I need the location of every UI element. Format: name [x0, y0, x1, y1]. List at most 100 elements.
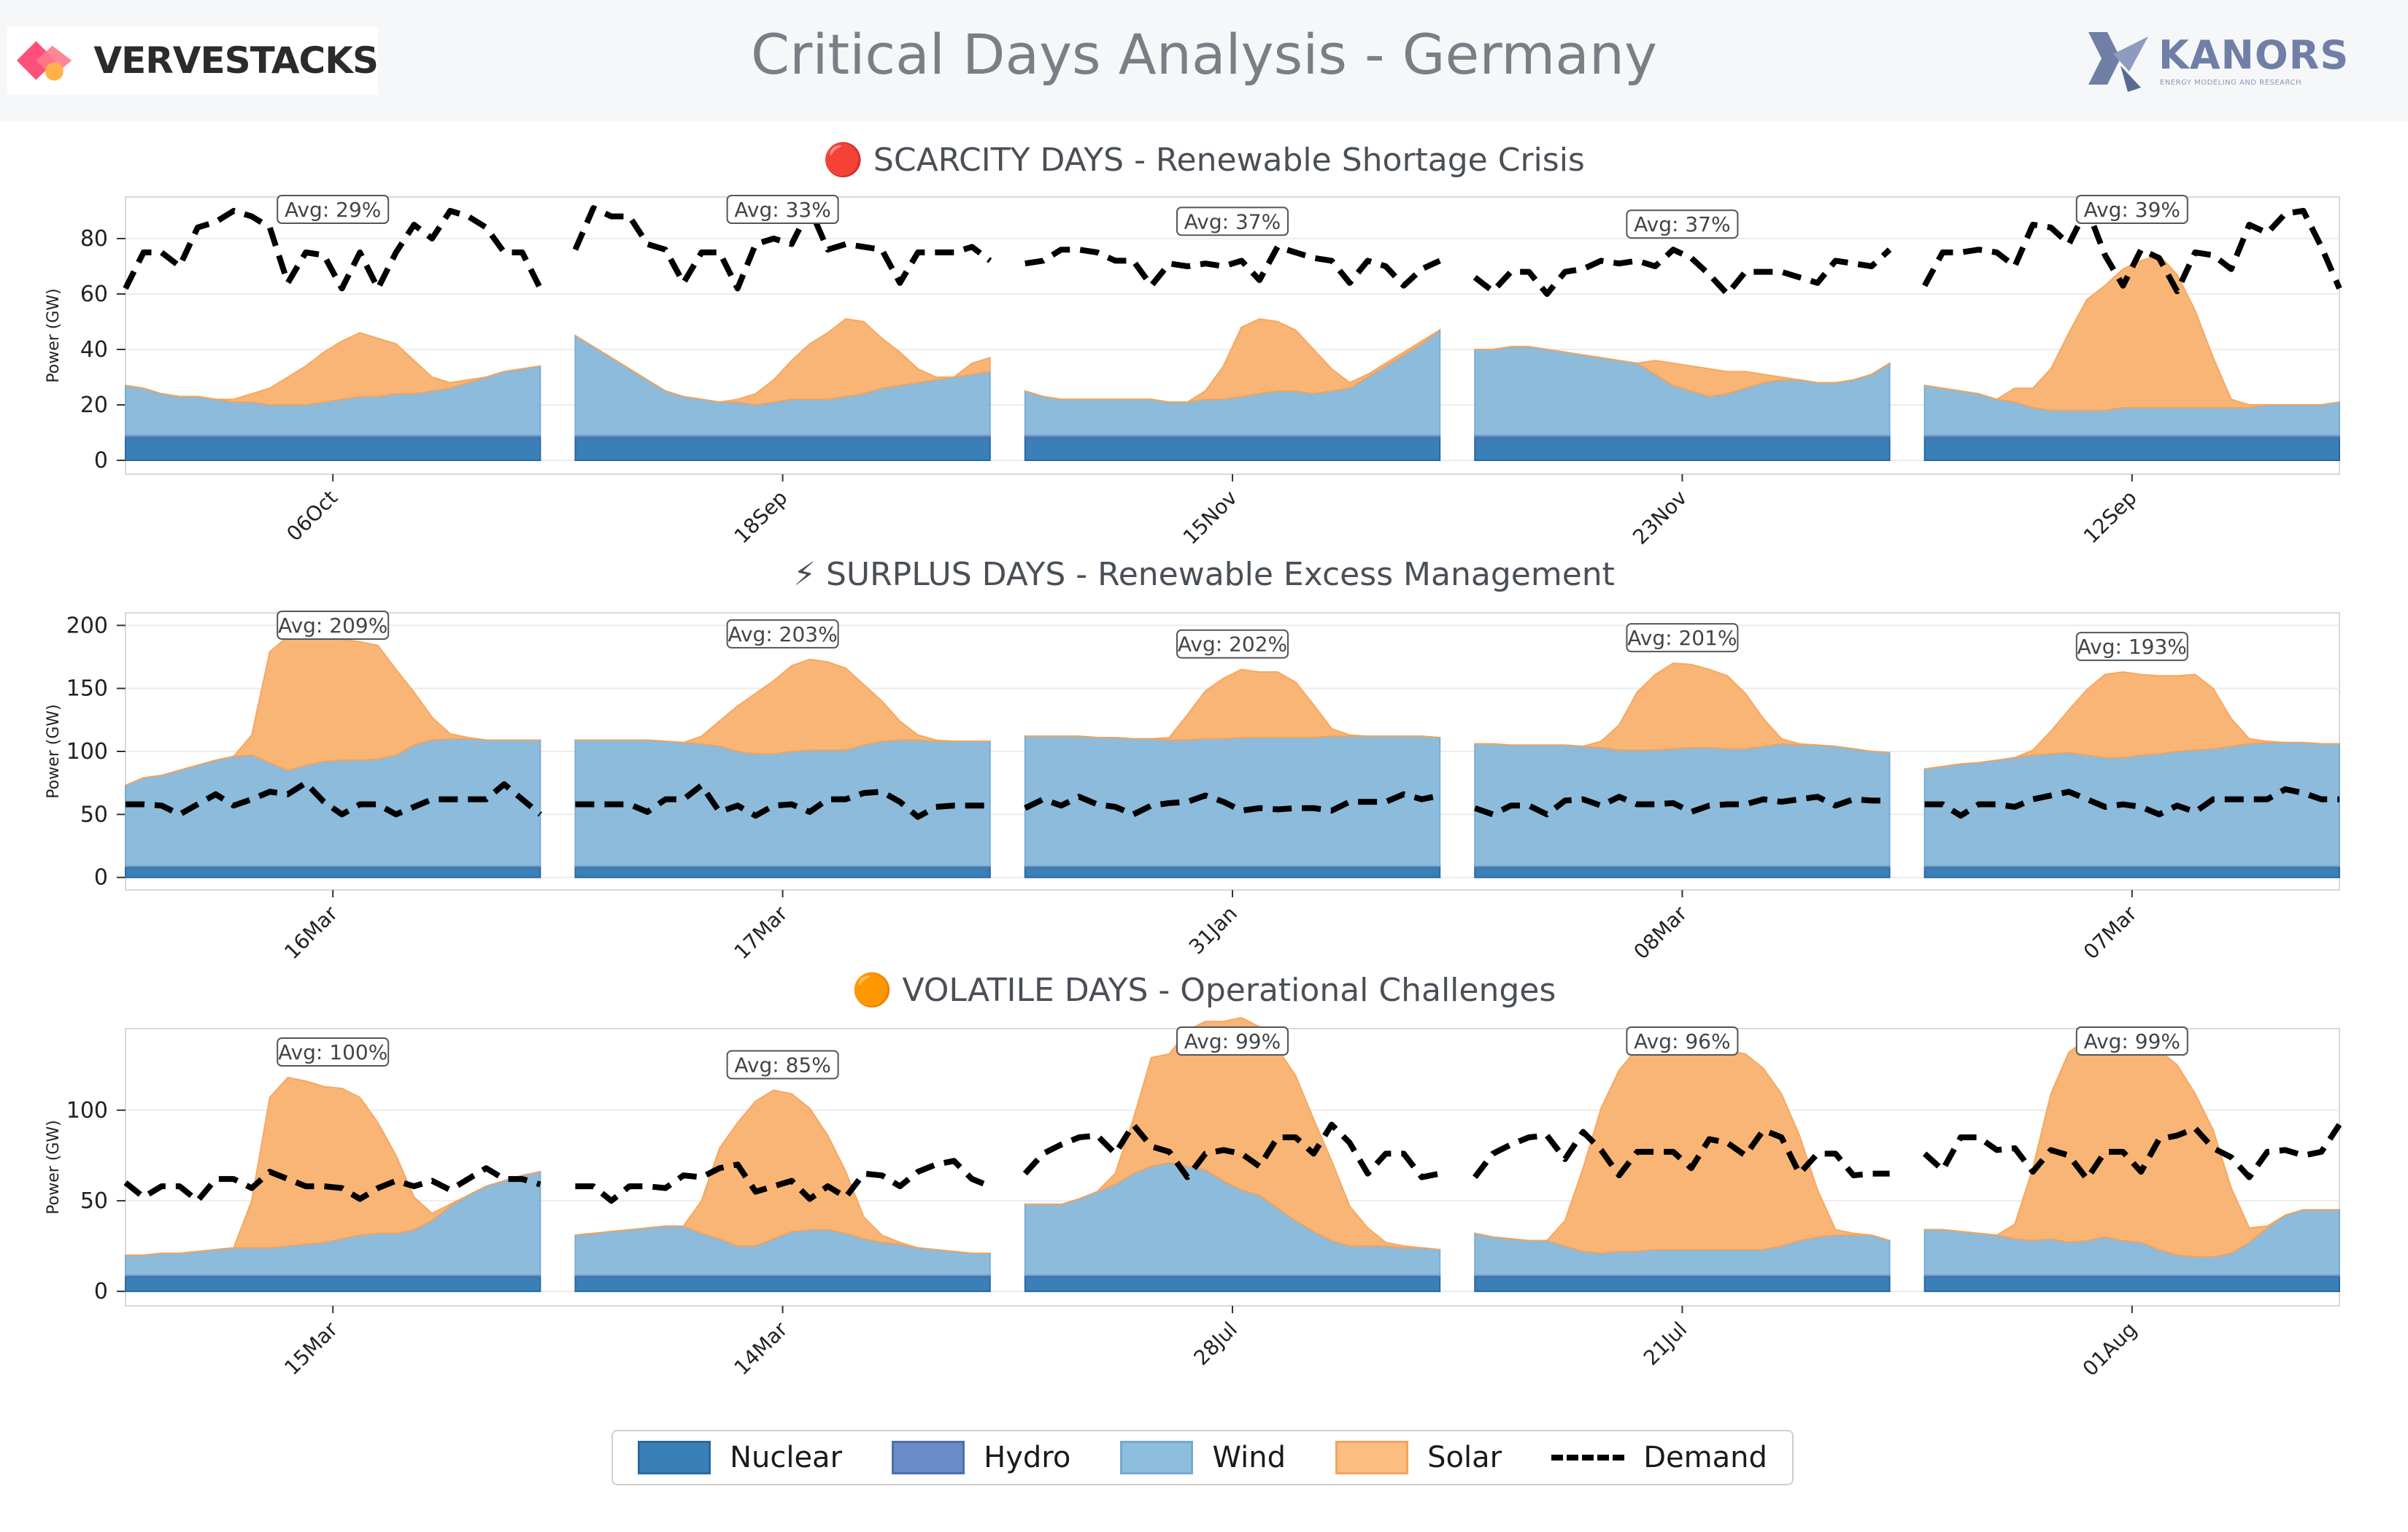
avg-badge — [1176, 629, 1289, 659]
day-18Sep: Avg: 33% 18Sep — [572, 195, 992, 549]
nuclear-area — [1474, 866, 1891, 878]
brand-right-subtitle: ENERGY MODELING AND RESEARCH — [2160, 79, 2301, 87]
avg-badge — [726, 619, 839, 649]
y-tick-label: 80 — [80, 226, 108, 252]
legend-label-solar: Solar — [1427, 1441, 1502, 1474]
solar-area — [575, 1089, 990, 1254]
legend-label-hydro: Hydro — [984, 1441, 1071, 1474]
avg-label: Avg: 203% — [728, 622, 837, 646]
y-axis-label: Power (GW) — [45, 288, 63, 382]
critical-days-chart: 🔴 SCARCITY DAYS - Renewable Shortage Cri… — [45, 142, 2342, 1381]
avg-badge — [1626, 209, 1739, 239]
avg-badge — [726, 1050, 839, 1080]
nuclear-area — [1923, 1276, 2341, 1293]
x-tick-label: 12Sep — [2079, 486, 2142, 549]
x-tick-label: 08Mar — [1629, 901, 1691, 964]
avg-badge — [1626, 1026, 1739, 1056]
avg-label: Avg: 85% — [734, 1053, 830, 1077]
legend-swatch-nuclear — [638, 1441, 711, 1474]
solar-area — [1024, 318, 1440, 403]
demand-line — [1022, 1121, 1440, 1180]
nuclear-area — [1024, 1276, 1441, 1293]
x-tick-label: 06Oct — [282, 486, 342, 546]
chart-legend: Nuclear Hydro Wind Solar Demand — [611, 1430, 1794, 1485]
avg-badge — [277, 1037, 390, 1067]
nuclear-area — [1024, 866, 1441, 878]
y-tick-label: 0 — [94, 865, 108, 891]
y-tick-label: 0 — [94, 1279, 108, 1304]
legend-swatch-solar — [1335, 1441, 1409, 1474]
demand-line — [575, 782, 990, 820]
demand-line — [123, 1165, 541, 1204]
y-tick-label: 40 — [80, 337, 108, 363]
legend-swatch-hydro — [892, 1441, 965, 1474]
avg-label: Avg: 99% — [1184, 1029, 1281, 1053]
day-14Mar: Avg: 85% 14Mar — [574, 1050, 992, 1380]
solar-area — [1475, 346, 1891, 398]
avg-badge — [277, 195, 390, 224]
y-tick-label: 20 — [80, 392, 108, 418]
avg-label: Avg: 33% — [734, 198, 830, 222]
day-01Aug: Avg: 99% 01Aug — [1922, 1026, 2342, 1381]
nuclear-area — [125, 1276, 541, 1293]
x-tick-label: 14Mar — [730, 1317, 792, 1380]
avg-badge — [277, 611, 390, 640]
nuclear-area — [1024, 437, 1441, 462]
demand-line — [126, 780, 542, 818]
panel-title: ⚡ SURPLUS DAYS - Renewable Excess Manage… — [793, 556, 1615, 593]
day-15Mar: Avg: 100% 15Mar — [123, 1037, 541, 1380]
avg-label: Avg: 37% — [1634, 212, 1730, 236]
page-header: VERVESTACKS Critical Days Analysis - Ger… — [0, 0, 2408, 121]
avg-label: Avg: 29% — [285, 198, 381, 222]
day-07Mar: Avg: 193% 07Mar — [1923, 632, 2341, 964]
avg-badge — [1176, 206, 1289, 236]
avg-badge — [1626, 623, 1739, 653]
x-tick-label: 01Aug — [2078, 1318, 2142, 1381]
nuclear-area — [574, 1276, 991, 1293]
avg-label: Avg: 37% — [1184, 209, 1281, 233]
vervestacks-logo-icon — [16, 41, 72, 81]
x-tick-label: 21Jul — [1639, 1318, 1691, 1370]
kanors-logo-icon — [2088, 32, 2148, 92]
x-tick-label: 15Mar — [279, 1317, 342, 1380]
nuclear-area — [574, 437, 991, 462]
solar-area — [1924, 1034, 2339, 1258]
demand-line — [1024, 791, 1441, 818]
demand-line — [1922, 205, 2342, 295]
nuclear-area — [125, 437, 541, 462]
nuclear-area — [574, 866, 991, 878]
demand-line — [1922, 1123, 2342, 1183]
x-tick-label: 16Mar — [279, 901, 342, 964]
legend-line-demand — [1551, 1455, 1625, 1461]
demand-line — [575, 1158, 992, 1204]
solar-area — [125, 627, 541, 786]
y-axis-label: Power (GW) — [45, 1120, 63, 1214]
x-tick-label: 15Nov — [1178, 486, 1242, 549]
avg-badge — [2075, 632, 2188, 662]
avg-label: Avg: 39% — [2084, 198, 2180, 222]
avg-label: Avg: 99% — [2084, 1029, 2180, 1053]
day-23Nov: Avg: 37% 23Nov — [1473, 209, 1892, 549]
legend-label-nuclear: Nuclear — [730, 1441, 843, 1474]
y-tick-label: 100 — [66, 739, 108, 765]
avg-badge — [2075, 1026, 2188, 1056]
y-tick-label: 60 — [80, 282, 108, 307]
y-tick-label: 0 — [94, 448, 108, 473]
legend-item-solar: Solar — [1335, 1441, 1502, 1474]
solar-area — [1924, 671, 2339, 770]
avg-badge — [2075, 195, 2188, 224]
x-tick-label: 07Mar — [2079, 901, 2142, 964]
legend-label-wind: Wind — [1212, 1441, 1286, 1474]
legend-item-nuclear: Nuclear — [638, 1441, 842, 1474]
y-tick-label: 100 — [66, 1098, 108, 1123]
panel-title: 🔴 SCARCITY DAYS - Renewable Shortage Cri… — [823, 142, 1585, 179]
legend-item-wind: Wind — [1120, 1441, 1286, 1474]
avg-label: Avg: 202% — [1178, 632, 1287, 657]
avg-label: Avg: 209% — [278, 614, 387, 638]
nuclear-area — [1474, 437, 1891, 462]
nuclear-area — [1923, 866, 2341, 878]
brand-left-text: VERVESTACKS — [93, 39, 379, 82]
x-tick-label: 17Mar — [730, 901, 792, 964]
solar-area — [575, 658, 990, 755]
x-tick-label: 18Sep — [730, 486, 792, 549]
